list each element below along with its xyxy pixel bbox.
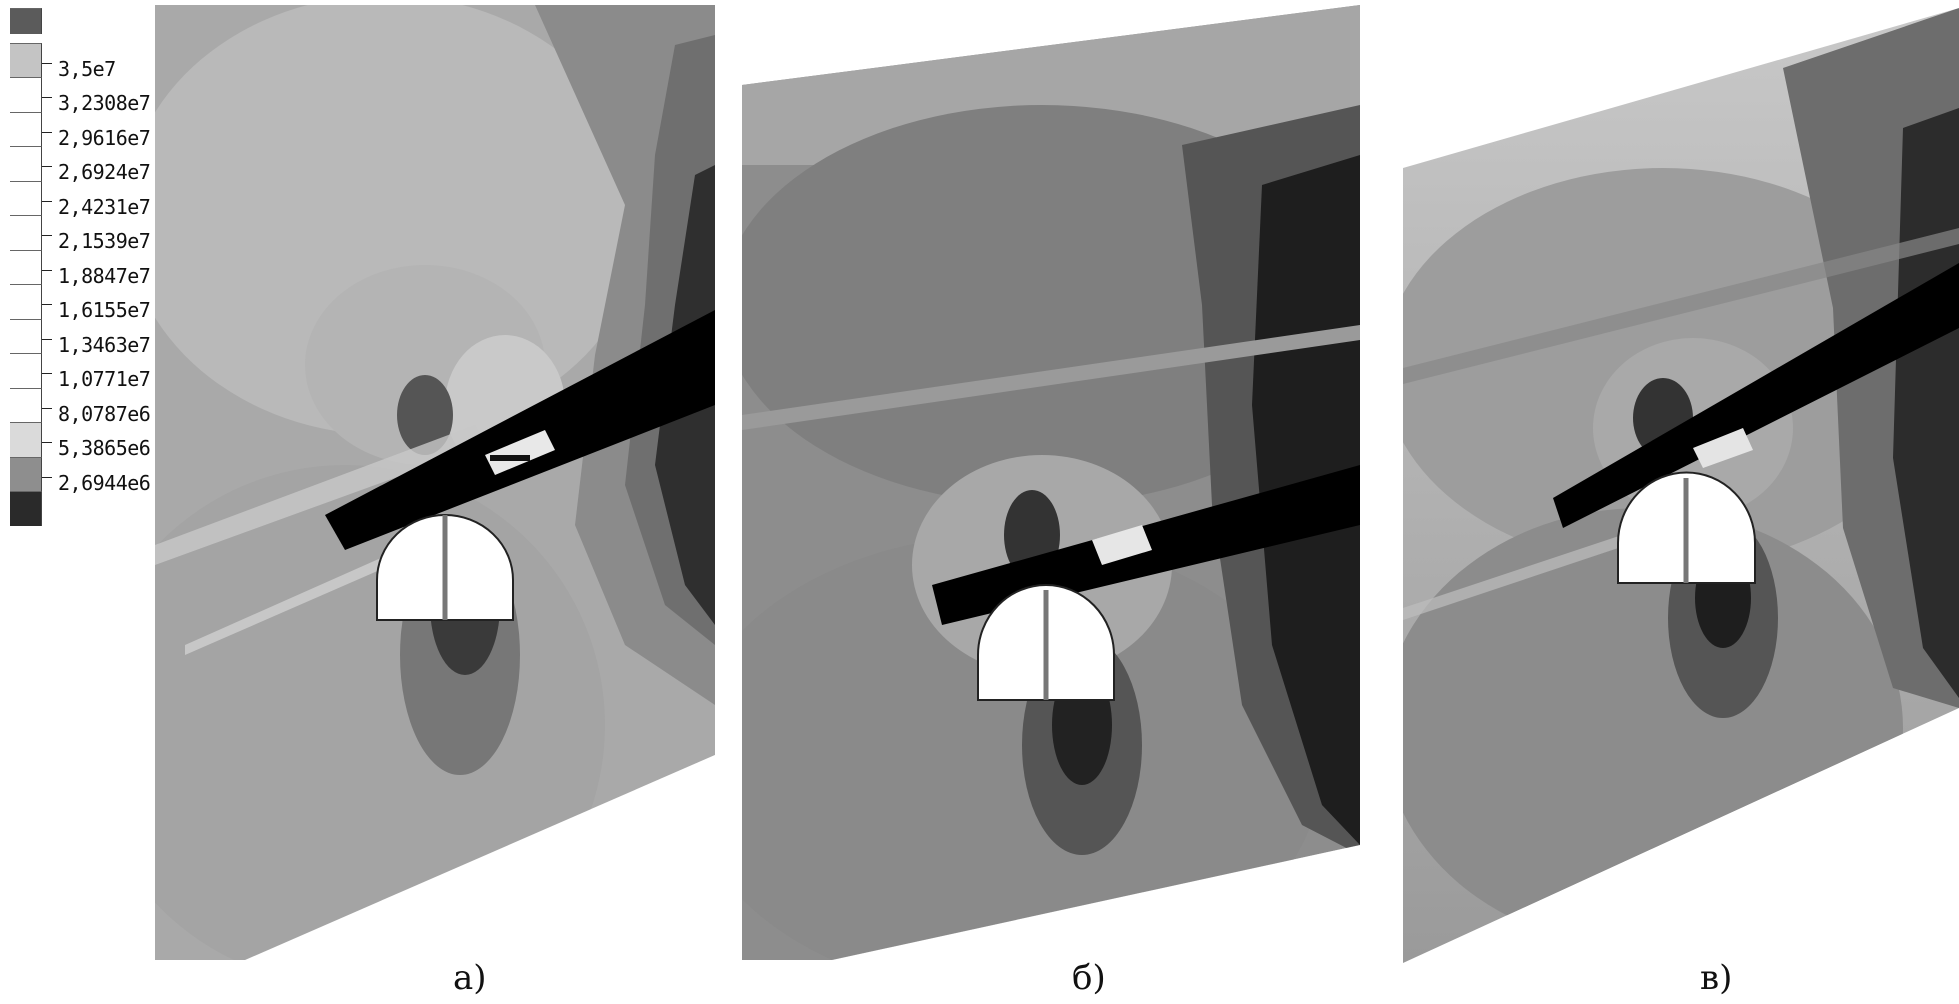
legend-label: 2,6944e6 [58, 470, 151, 495]
stress-field-plot-b [742, 5, 1360, 960]
legend-tick [42, 442, 52, 443]
legend-swatch [10, 215, 42, 250]
legend-tick [42, 407, 52, 409]
legend-label: 2,6924e7 [58, 160, 151, 184]
legend-tick [42, 235, 52, 236]
stress-field-plot-a [155, 5, 715, 960]
legend-swatch [10, 42, 42, 77]
legend-tick [42, 200, 52, 202]
legend-label: 3,2308e7 [58, 91, 151, 115]
legend-swatch [10, 77, 42, 112]
legend-swatch [10, 387, 42, 422]
legend-tick [42, 373, 52, 374]
legend-label: 1,0771e7 [58, 367, 151, 391]
legend-tick [42, 269, 52, 271]
stress-field-plot-c [1403, 8, 1959, 963]
legend-label: 8,0787e6 [58, 401, 151, 426]
caption-c: в) [1700, 958, 1733, 998]
legend-label: 5,3865e6 [58, 436, 151, 460]
legend-tick [42, 97, 52, 98]
legend-label: 2,9616e7 [58, 125, 151, 150]
legend-swatch [10, 146, 42, 181]
legend-label: 1,6155e7 [58, 298, 151, 322]
caption-a: а) [453, 958, 487, 998]
legend-swatch [10, 8, 42, 34]
panel-c [1403, 8, 1959, 963]
legend-label: 1,8847e7 [58, 263, 151, 288]
legend-swatch [10, 318, 42, 353]
legend-tick [42, 304, 52, 305]
legend-label: 3,5e7 [58, 56, 116, 81]
legend-label: 1,3463e7 [58, 332, 151, 357]
legend: 3,5e7 3,2308e7 2,9616e7 2,6924e7 2,4231e7 2,1… [0, 0, 155, 526]
legend-tick [42, 338, 52, 340]
legend-swatch [10, 249, 42, 284]
legend-tick [42, 131, 52, 133]
legend-swatch [10, 180, 42, 215]
legend-label: 2,4231e7 [58, 194, 151, 219]
legend-tick [42, 166, 52, 167]
panel-b [742, 5, 1360, 960]
legend-swatch [10, 491, 42, 526]
legend-swatch [10, 353, 42, 388]
legend-tick [42, 62, 52, 64]
legend-label: 2,1539e7 [58, 229, 151, 253]
legend-swatch [10, 111, 42, 146]
legend-swatch [10, 284, 42, 319]
legend-swatch [10, 456, 42, 491]
legend-swatch [10, 422, 42, 457]
caption-b: б) [1072, 958, 1106, 998]
panel-a [155, 5, 715, 960]
legend-tick [42, 476, 52, 478]
